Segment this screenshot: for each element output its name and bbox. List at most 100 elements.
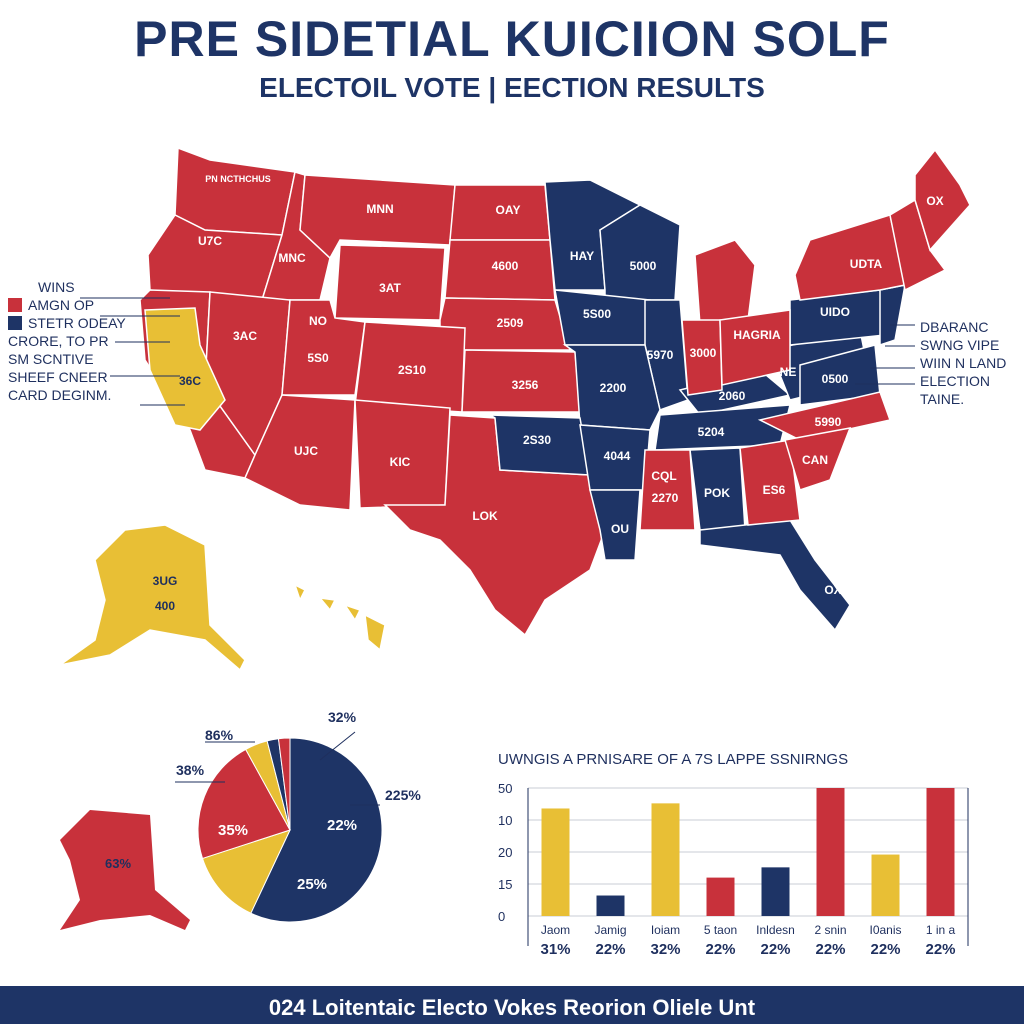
label-ca: 3AC	[233, 329, 257, 343]
label-id: MNC	[278, 251, 306, 265]
state-hi[interactable]	[293, 583, 386, 652]
state-in[interactable]	[681, 319, 723, 396]
label-ak2: 400	[155, 599, 175, 613]
pie-slice-label: 35%	[218, 822, 248, 839]
bar-y-tick: 10	[498, 813, 512, 828]
state-oh[interactable]	[719, 309, 791, 386]
state-me[interactable]	[914, 148, 971, 252]
label-ut: 5S0	[307, 351, 329, 365]
label-mt: MNN	[366, 202, 393, 216]
label-me: OX	[926, 194, 943, 208]
bar-category-label: I0anis	[869, 923, 901, 937]
bar-y-tick: 50	[498, 781, 512, 796]
state-nm[interactable]	[354, 399, 451, 509]
bar	[651, 803, 680, 916]
us-map: PN NCTHCHUS U7C MNC MNN OAY 4600 3AT 250…	[59, 146, 971, 672]
bar-percent-label: 22%	[870, 941, 900, 958]
pie-slice	[197, 748, 291, 860]
legend-blue-swatch	[8, 316, 22, 330]
label-oh: HAGRIA	[733, 328, 781, 342]
bar	[541, 808, 570, 916]
pie-leader	[319, 731, 356, 761]
state-ga[interactable]	[739, 439, 801, 526]
pie-label-right: 225%	[385, 787, 421, 803]
label-ak: 3UG	[153, 574, 178, 588]
label-ny: UDTA	[850, 257, 883, 271]
bar	[706, 877, 735, 916]
label-ne: 2509	[497, 316, 524, 330]
bar	[926, 788, 955, 916]
legend-right-line: WIIN N LAND	[920, 355, 1007, 371]
legend-blue-label: STETR ODEAY	[28, 315, 126, 331]
alaska-inset	[60, 810, 190, 930]
legend-red-label: AMGN OP	[28, 297, 95, 313]
label-ms: CQL	[651, 469, 676, 483]
pie-label-left: 38%	[176, 762, 205, 778]
label-ar: 4044	[604, 449, 631, 463]
legend-right-line: SWNG VIPE	[920, 337, 1000, 353]
label-md: 0500	[822, 372, 849, 386]
legend-line: SHEEF CNEER	[8, 369, 108, 385]
state-nc[interactable]	[757, 391, 891, 441]
state-wa[interactable]	[174, 146, 296, 236]
bar-y-tick: 0	[498, 909, 505, 924]
bar-chart-title: UWNGIS A PRNISARE OF A 7S LAPPE SSNIRNGS	[498, 751, 848, 768]
label-or: U7C	[198, 234, 222, 248]
label-nm: KIC	[390, 455, 411, 469]
bar-y-tick: 20	[498, 845, 512, 860]
label-fl: OX	[824, 583, 841, 597]
label-ms2: 2270	[652, 491, 679, 505]
page-title: PRE SIDETIAL KUICIION SOLF	[134, 11, 890, 67]
state-ok[interactable]	[487, 414, 591, 476]
state-la[interactable]	[589, 489, 641, 561]
pie-slice	[277, 737, 291, 831]
label-nd: OAY	[496, 203, 521, 217]
bar-chart: UWNGIS A PRNISARE OF A 7S LAPPE SSNIRNGS…	[498, 751, 969, 958]
bar-category-label: 2 snin	[814, 923, 846, 937]
pie-chart: 63% 22% 25% 35% 86% 38% 32% 225%	[60, 709, 421, 930]
legend-blue-row: STETR ODEAY	[8, 314, 126, 332]
bar-category-label: Jamig	[594, 923, 626, 937]
state-il[interactable]	[644, 299, 689, 411]
label-sc: CAN	[802, 453, 828, 467]
label-la: OU	[611, 522, 629, 536]
bar-category-label: Ioiam	[651, 923, 680, 937]
bar	[816, 788, 845, 916]
bar-percent-label: 32%	[650, 941, 680, 958]
state-ne-states[interactable]	[889, 198, 947, 292]
label-nc: 5990	[815, 415, 842, 429]
legend-right-line: TAINE.	[920, 391, 965, 407]
pie-slice-label: 22%	[327, 817, 357, 834]
state-ms[interactable]	[639, 449, 696, 531]
state-sc[interactable]	[784, 427, 852, 491]
label-sd: 4600	[492, 259, 519, 273]
label-co: 2S10	[398, 363, 426, 377]
bar-percent-label: 22%	[815, 941, 845, 958]
label-ky: 2060	[719, 389, 746, 403]
bar-category-label: 5 taon	[704, 923, 737, 937]
legend-right-line: DBARANC	[920, 319, 989, 335]
pie-label-top-right: 32%	[328, 709, 357, 725]
state-fl[interactable]	[699, 519, 851, 632]
label-in: 3000	[690, 346, 717, 360]
label-nv: NO	[309, 314, 327, 328]
state-mi[interactable]	[694, 239, 756, 326]
bar	[596, 895, 625, 916]
state-ak[interactable]	[59, 524, 246, 672]
label-ia: 5S00	[583, 307, 611, 321]
label-tn: 5204	[698, 425, 725, 439]
legend-line: CRORE, TO PR	[8, 333, 109, 349]
map-legend-right: DBARANC SWNG VIPE WIIN N LAND ELECTION T…	[920, 318, 1006, 408]
bar	[871, 854, 900, 916]
state-nj[interactable]	[879, 284, 906, 347]
legend-red-row: AMGN OP	[8, 296, 126, 314]
alaska-inset-label: 63%	[105, 856, 131, 871]
label-ca-inset: 36C	[179, 374, 201, 388]
map-legend-left: WINS AMGN OP STETR ODEAY CRORE, TO PR SM…	[8, 278, 126, 404]
page-subtitle: ELECTOIL VOTE | EECTION RESULTS	[259, 72, 765, 103]
footer-banner: 024 Loitentaic Electo Vokes Reorion Olie…	[0, 986, 1024, 1024]
bar-category-label: 1 in a	[926, 923, 956, 937]
pie-label-top-left: 86%	[205, 727, 234, 743]
label-va: NE	[780, 365, 797, 379]
state-ca-highlight[interactable]	[144, 307, 226, 431]
